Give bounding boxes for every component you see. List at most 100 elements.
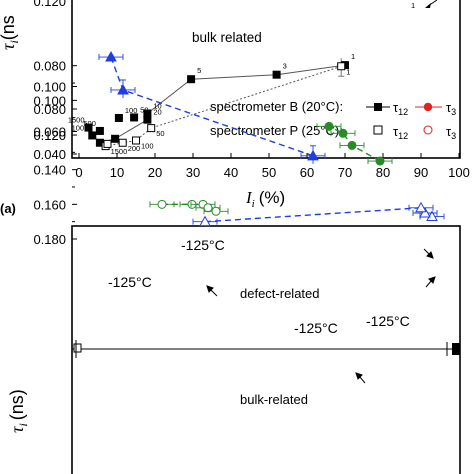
- panel-a-fragment-ytick: 0.120: [33, 0, 66, 9]
- data-label: 1500: [111, 147, 128, 156]
- legend-b-tau12-marker: [374, 103, 382, 111]
- data-point-circle: [375, 156, 385, 166]
- annotation-125c-defect-upper: -125°C: [181, 237, 225, 253]
- legend-p-tau12-marker: [373, 125, 383, 135]
- reference-line-left-marker: [73, 340, 82, 358]
- data-point-circle: [203, 203, 213, 213]
- data-label: 3: [283, 62, 287, 71]
- x-tick-label: 0: [75, 165, 82, 180]
- y-tick-label: 0.060: [33, 125, 66, 140]
- data-label: 50: [156, 129, 164, 138]
- data-label: 1000: [72, 123, 89, 132]
- data-label: 20: [153, 108, 161, 117]
- data-point-p-tau12: [147, 124, 156, 133]
- data-label: 1: [346, 67, 350, 76]
- data-point-p-tau12: [118, 138, 127, 147]
- y-tick-label: 0.100: [33, 80, 66, 95]
- x-tick-label: 20: [148, 165, 162, 180]
- panel-a-ticks: 0 10 20 30 40 50 60 70 80 90 1000.0400.0600.0800.1…: [33, 80, 469, 181]
- legend-b-tau12-text: τ12: [393, 100, 408, 117]
- annotation-125c-bulk-green: -125°C: [366, 313, 410, 329]
- panel-b-points: [98, 51, 445, 227]
- panel-a-legend: spectrometer B (20°C): τ12 τ3 spectromet…: [210, 99, 456, 141]
- data-point-b-tau12: [143, 109, 152, 118]
- data-label: 5: [197, 66, 201, 75]
- y-tick-label: 0.080: [33, 102, 66, 117]
- annotation-125c-defect-left: -125°C: [108, 274, 152, 290]
- data-point-triangle: [415, 201, 427, 213]
- data-point-triangle: [105, 51, 117, 62]
- x-tick-label: 70: [338, 165, 352, 180]
- legend-b-tau3-marker: [423, 102, 433, 112]
- data-point-b-tau12: [95, 126, 104, 135]
- reference-line-right-marker: [446, 342, 460, 356]
- x-tick-label: 40: [224, 165, 238, 180]
- legend-p-tau3-marker: [423, 125, 433, 135]
- data-point-circle: [324, 121, 334, 131]
- legend-p-tau12-text: τ12: [393, 124, 408, 141]
- data-point-triangle: [199, 215, 211, 227]
- data-point-b-tau12: [187, 75, 196, 84]
- x-tick-label: 60: [300, 165, 314, 180]
- panel-a-xlabel: Ii (%): [245, 188, 285, 210]
- data-point-b-tau12: [130, 113, 139, 122]
- data-label: 200: [128, 144, 141, 153]
- data-point-b-tau12: [111, 134, 120, 143]
- data-point-p-tau12: [132, 136, 140, 145]
- legend-p-tau3-text: τ3: [446, 124, 456, 141]
- data-label: 1: [351, 52, 355, 61]
- panel-a-arrow-top-right: 1: [411, 0, 438, 10]
- panel-b-arrows: [206, 248, 436, 384]
- data-point-p-tau12: [103, 139, 112, 148]
- series-line: [204, 207, 422, 223]
- y-tick-label: 0.160: [33, 197, 66, 212]
- legend-row-b-label: spectrometer B (20°C):: [210, 99, 343, 114]
- x-tick-label: 30: [186, 165, 200, 180]
- x-tick-label: 50: [262, 165, 276, 180]
- x-tick-label: 90: [414, 165, 428, 180]
- panel-a-points: 150010005001005010205311500200100501: [68, 52, 355, 156]
- legend-row-p-label: spectrometer P (25°C):: [210, 123, 343, 138]
- data-point-b-tau12: [114, 114, 123, 122]
- panel-b-ylabel: τi(ns): [7, 389, 30, 433]
- data-label: 500: [83, 119, 96, 128]
- data-label: 1500: [68, 116, 85, 125]
- data-label: 100: [125, 106, 138, 115]
- y-tick-label: 0.040: [33, 147, 66, 162]
- annotation-bulk-related: bulk related: [192, 30, 262, 45]
- panel-a-panel-label: (a): [0, 201, 16, 216]
- data-point-triangle: [419, 206, 431, 218]
- y-tick-label: 0.140: [33, 163, 66, 178]
- x-tick-label: 10: [110, 165, 124, 180]
- series-p-tau12-line: [105, 65, 342, 147]
- panel-a-ylabel: τi(ns: [0, 15, 21, 50]
- panel-b-frame: [71, 225, 461, 474]
- y-tick-label: 0.080: [33, 59, 66, 74]
- series-line: [328, 125, 381, 162]
- panel-a: 0 10 20 30 40 50 60 70 80 90 1000.0400.0600.0800.1…: [0, 0, 470, 216]
- legend-b-tau3-text: τ3: [446, 100, 456, 117]
- x-tick-label: 80: [376, 165, 390, 180]
- annotation-125c-bulk-blue: -125°C: [294, 320, 338, 336]
- data-label: 100: [141, 142, 154, 151]
- data-point-circle: [338, 128, 348, 138]
- data-point-circle: [211, 206, 221, 216]
- y-tick-label: 0.100: [33, 93, 66, 108]
- y-tick-label: 0.120: [33, 128, 66, 143]
- data-point-circle: [347, 140, 357, 150]
- data-label: 10: [153, 102, 161, 111]
- panel-a-frame: [71, 0, 461, 159]
- data-point-b-tau12: [88, 131, 97, 140]
- data-point-circle: [157, 199, 167, 209]
- data-point-b-tau12: [143, 115, 152, 124]
- data-point-b-tau12: [272, 70, 281, 79]
- data-point-b-tau12: [84, 123, 93, 132]
- annotation-bulk-related-b: bulk-related: [240, 392, 308, 407]
- panel-a-fragment-label: 1: [411, 1, 415, 10]
- annotation-defect-related: defect-related: [240, 286, 320, 301]
- y-tick-label: 0.180: [33, 232, 66, 247]
- data-point-b-tau12: [95, 138, 104, 147]
